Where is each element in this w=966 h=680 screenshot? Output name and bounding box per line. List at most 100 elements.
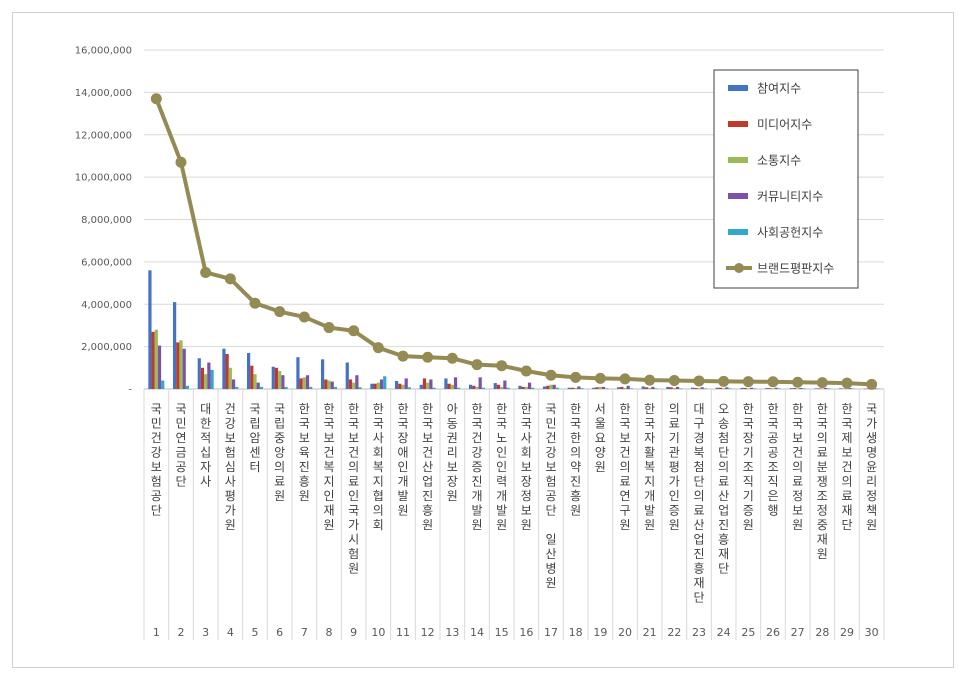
bar-1 bbox=[641, 386, 645, 389]
rank-label: 13 bbox=[445, 626, 459, 639]
rank-label: 22 bbox=[667, 626, 681, 639]
legend-swatch bbox=[728, 85, 748, 91]
line-point bbox=[249, 297, 261, 309]
bar-2 bbox=[151, 331, 155, 389]
bar-3 bbox=[623, 387, 627, 389]
bar-2 bbox=[570, 387, 575, 389]
bar-4 bbox=[651, 386, 655, 389]
bar-4 bbox=[207, 362, 211, 389]
bar-3 bbox=[722, 388, 726, 389]
bar-1 bbox=[197, 358, 201, 389]
bar-1 bbox=[321, 359, 325, 389]
bar-5 bbox=[407, 387, 411, 389]
bar-1 bbox=[271, 366, 275, 389]
bar-3 bbox=[179, 340, 183, 389]
bar-2 bbox=[521, 386, 525, 389]
x-axis-category-labels: 국 민 건 강 보 험 공 단 1 국 민 연 금 공 단 2 대 한 적 십 자 사 3 건 강 보 험 심 사 평 가 원 4 국 립 암 센 터 5 국… bbox=[151, 402, 879, 639]
bar-5 bbox=[284, 386, 288, 389]
bar-5 bbox=[185, 385, 189, 389]
bar-4 bbox=[552, 384, 556, 389]
legend-swatch bbox=[728, 121, 748, 127]
bar-4 bbox=[478, 377, 482, 389]
y-tick-label: 6,000,000 bbox=[81, 257, 132, 268]
bar-1 bbox=[419, 384, 423, 389]
line-point bbox=[792, 376, 804, 388]
bar-5 bbox=[358, 387, 362, 389]
bar-4 bbox=[453, 377, 458, 389]
bar-1 bbox=[765, 388, 769, 389]
rank-label: 27 bbox=[791, 626, 805, 639]
rank-label: 14 bbox=[470, 626, 484, 639]
bar-1 bbox=[617, 387, 621, 389]
line-point bbox=[742, 376, 754, 388]
bar-1 bbox=[666, 386, 670, 389]
line-point bbox=[816, 377, 828, 389]
legend-swatch bbox=[728, 157, 748, 163]
bar-1 bbox=[370, 383, 374, 389]
y-tick-label: 4,000,000 bbox=[81, 300, 132, 311]
rank-label: 28 bbox=[815, 626, 829, 639]
bar-1 bbox=[740, 387, 744, 389]
bar-3 bbox=[426, 382, 430, 389]
bar-5 bbox=[777, 388, 781, 389]
bar-3 bbox=[352, 382, 356, 389]
bar-3 bbox=[771, 388, 775, 389]
bar-2 bbox=[792, 388, 797, 389]
rank-label: 15 bbox=[495, 626, 509, 639]
bar-5 bbox=[309, 386, 313, 389]
bar-4 bbox=[157, 345, 162, 389]
bar-1 bbox=[814, 388, 818, 389]
rank-label: 18 bbox=[569, 626, 583, 639]
bar-5 bbox=[235, 386, 239, 389]
bar-5 bbox=[383, 376, 387, 389]
line-point bbox=[496, 360, 508, 372]
bar-5 bbox=[827, 388, 831, 389]
bar-1 bbox=[395, 380, 399, 389]
line-point bbox=[668, 375, 680, 387]
bar-1 bbox=[345, 362, 349, 389]
bar-3 bbox=[450, 384, 454, 389]
legend-box bbox=[713, 69, 859, 289]
bar-2 bbox=[644, 387, 649, 389]
bar-1 bbox=[518, 385, 522, 389]
line-point bbox=[693, 375, 705, 387]
bar-5 bbox=[531, 387, 535, 389]
line-series bbox=[150, 93, 878, 390]
rank-label: 9 bbox=[350, 626, 357, 639]
rank-label: 21 bbox=[643, 626, 657, 639]
bar-2 bbox=[176, 342, 180, 389]
rank-label: 12 bbox=[421, 626, 435, 639]
line-point bbox=[175, 156, 187, 168]
bar-2 bbox=[274, 367, 279, 389]
bar-3 bbox=[253, 374, 257, 389]
bar-3 bbox=[598, 386, 602, 389]
bar-4 bbox=[700, 387, 704, 389]
bar-3 bbox=[302, 377, 306, 389]
bar-3 bbox=[376, 382, 380, 389]
line-point bbox=[619, 373, 631, 385]
bar-5 bbox=[481, 387, 485, 389]
bar-3 bbox=[204, 374, 208, 389]
rank-label: 20 bbox=[618, 626, 632, 639]
bar-4 bbox=[774, 387, 778, 389]
legend-label: 사회공헌지수 bbox=[757, 226, 823, 240]
line-point bbox=[397, 350, 409, 362]
bar-5 bbox=[432, 387, 436, 389]
line-point bbox=[372, 342, 384, 354]
legend-label: 소통지수 bbox=[757, 154, 801, 168]
legend-label: 브랜드평판지수 bbox=[757, 262, 834, 276]
bar-2 bbox=[398, 383, 402, 389]
legend-label: 커뮤니티지수 bbox=[757, 190, 823, 204]
legend-label: 참여지수 bbox=[757, 82, 801, 96]
line-point bbox=[644, 374, 656, 386]
bar-4 bbox=[823, 387, 828, 389]
